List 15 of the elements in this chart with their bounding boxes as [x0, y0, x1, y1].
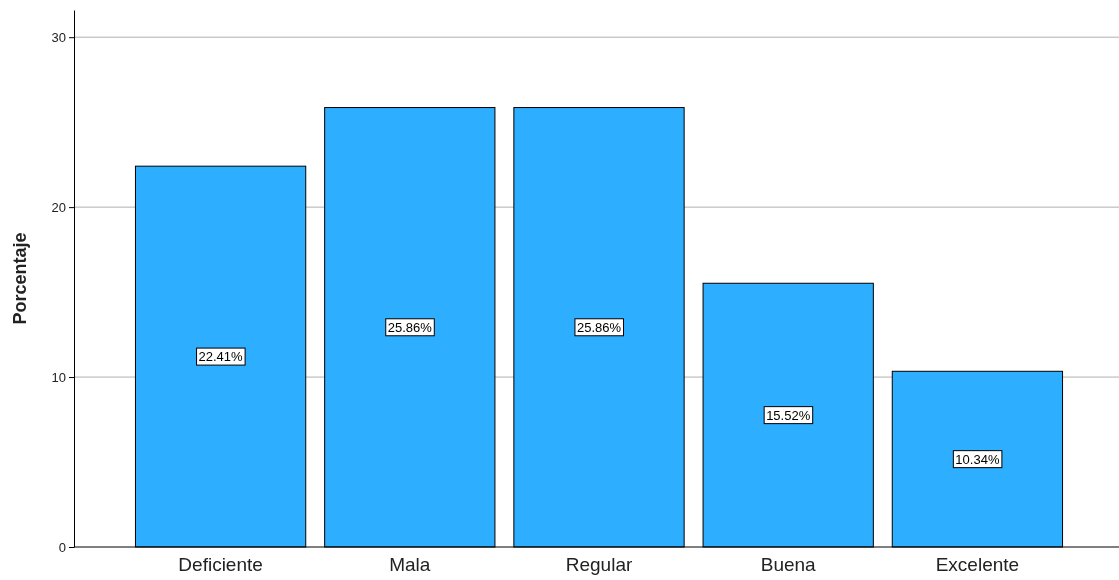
x-tick-label: Deficiente — [178, 553, 263, 575]
y-tick-label: 10 — [51, 369, 66, 385]
data-label: 10.34% — [955, 451, 1000, 467]
data-label: 25.86% — [387, 319, 433, 335]
data-label: 15.52% — [766, 407, 811, 423]
y-tick-label: 20 — [51, 199, 66, 215]
data-label: 22.41% — [198, 349, 244, 365]
y-tick-label: 0 — [58, 539, 66, 555]
data-label: 25.86% — [576, 319, 622, 335]
x-tick-label: Excelente — [935, 553, 1020, 575]
x-tick-label: Buena — [760, 553, 817, 575]
x-tick-label: Mala — [389, 553, 431, 575]
y-tick-label: 30 — [51, 29, 66, 45]
y-axis-title: Porcentaje — [10, 232, 30, 325]
x-tick-label: Regular — [565, 553, 633, 575]
